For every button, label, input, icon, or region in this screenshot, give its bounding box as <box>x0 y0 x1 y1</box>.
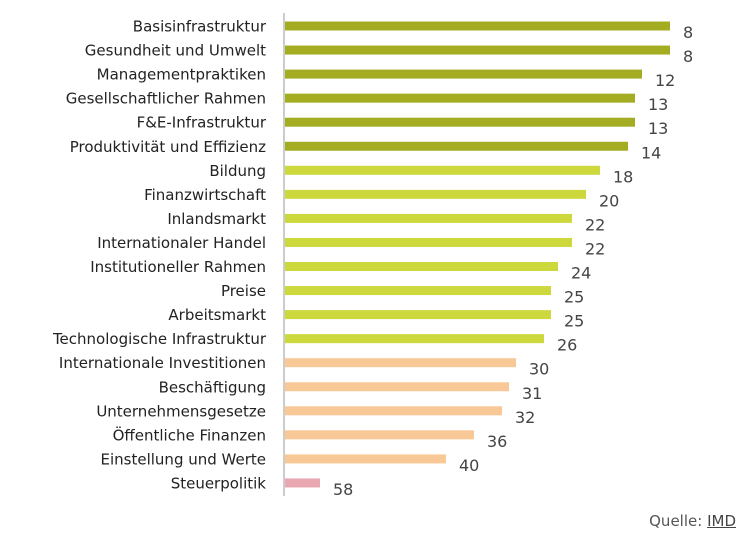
bar-2 <box>285 69 642 79</box>
bar-6 <box>285 165 600 175</box>
value-label: 26 <box>557 336 577 355</box>
value-label: 12 <box>655 71 675 90</box>
bar-16 <box>285 406 502 416</box>
bar-17 <box>285 430 474 440</box>
category-label: Unternehmensgesetze <box>96 402 266 420</box>
bar-13 <box>285 334 544 344</box>
bar-10 <box>285 262 558 271</box>
value-label: 13 <box>648 119 668 138</box>
category-label: Öffentliche Finanzen <box>113 425 266 444</box>
value-label: 24 <box>571 264 591 283</box>
bar-19 <box>285 478 320 488</box>
value-label: 30 <box>529 360 549 379</box>
value-label: 31 <box>522 384 542 403</box>
bar-3 <box>285 93 635 103</box>
category-label: F&E-Infrastruktur <box>137 114 267 132</box>
category-label: Institutioneller Rahmen <box>90 258 266 276</box>
value-label: 32 <box>515 408 535 427</box>
category-label: Steuerpolitik <box>171 474 267 492</box>
value-label: 40 <box>459 456 479 475</box>
category-label: Produktivität und Effizienz <box>70 138 266 156</box>
source-label: Quelle: <box>649 512 703 530</box>
category-label: Beschäftigung <box>159 378 266 396</box>
source-note: Quelle: IMD <box>649 512 736 530</box>
category-label: Basisinfrastruktur <box>133 18 267 36</box>
category-label: Einstellung und Werte <box>101 450 266 468</box>
category-label: Gesundheit und Umwelt <box>85 42 266 60</box>
value-label: 25 <box>564 288 584 307</box>
value-label: 22 <box>585 239 605 258</box>
value-label: 13 <box>648 95 668 114</box>
category-label: Internationale Investitionen <box>59 354 266 372</box>
category-label: Internationaler Handel <box>97 234 266 252</box>
category-label: Bildung <box>209 162 266 180</box>
category-label: Preise <box>221 282 266 300</box>
category-label: Arbeitsmarkt <box>168 306 266 324</box>
bar-14 <box>285 358 516 368</box>
value-label: 58 <box>333 480 353 499</box>
bar-1 <box>285 45 670 55</box>
value-label: 8 <box>683 23 693 42</box>
source-link-imd[interactable]: IMD <box>707 512 736 530</box>
value-label: 14 <box>641 143 661 162</box>
value-label: 8 <box>683 47 693 66</box>
bar-15 <box>285 382 509 392</box>
value-label: 22 <box>585 215 605 234</box>
bar-18 <box>285 454 446 464</box>
category-label: Managementpraktiken <box>97 66 266 84</box>
bar-4 <box>285 117 635 127</box>
value-label: 18 <box>613 167 633 186</box>
bar-11 <box>285 286 551 296</box>
category-label: Inlandsmarkt <box>167 210 266 228</box>
bar-9 <box>285 237 572 247</box>
category-label: Technologische Infrastruktur <box>52 330 267 348</box>
bar-5 <box>285 141 628 151</box>
bar-12 <box>285 310 551 320</box>
category-label: Gesellschaftlicher Rahmen <box>66 90 266 108</box>
bar-7 <box>285 189 586 199</box>
value-label: 25 <box>564 312 584 331</box>
bar-8 <box>285 213 572 223</box>
value-label: 36 <box>487 432 507 451</box>
value-label: 20 <box>599 191 619 210</box>
category-label: Finanzwirtschaft <box>144 186 266 204</box>
bar-0 <box>285 21 670 31</box>
